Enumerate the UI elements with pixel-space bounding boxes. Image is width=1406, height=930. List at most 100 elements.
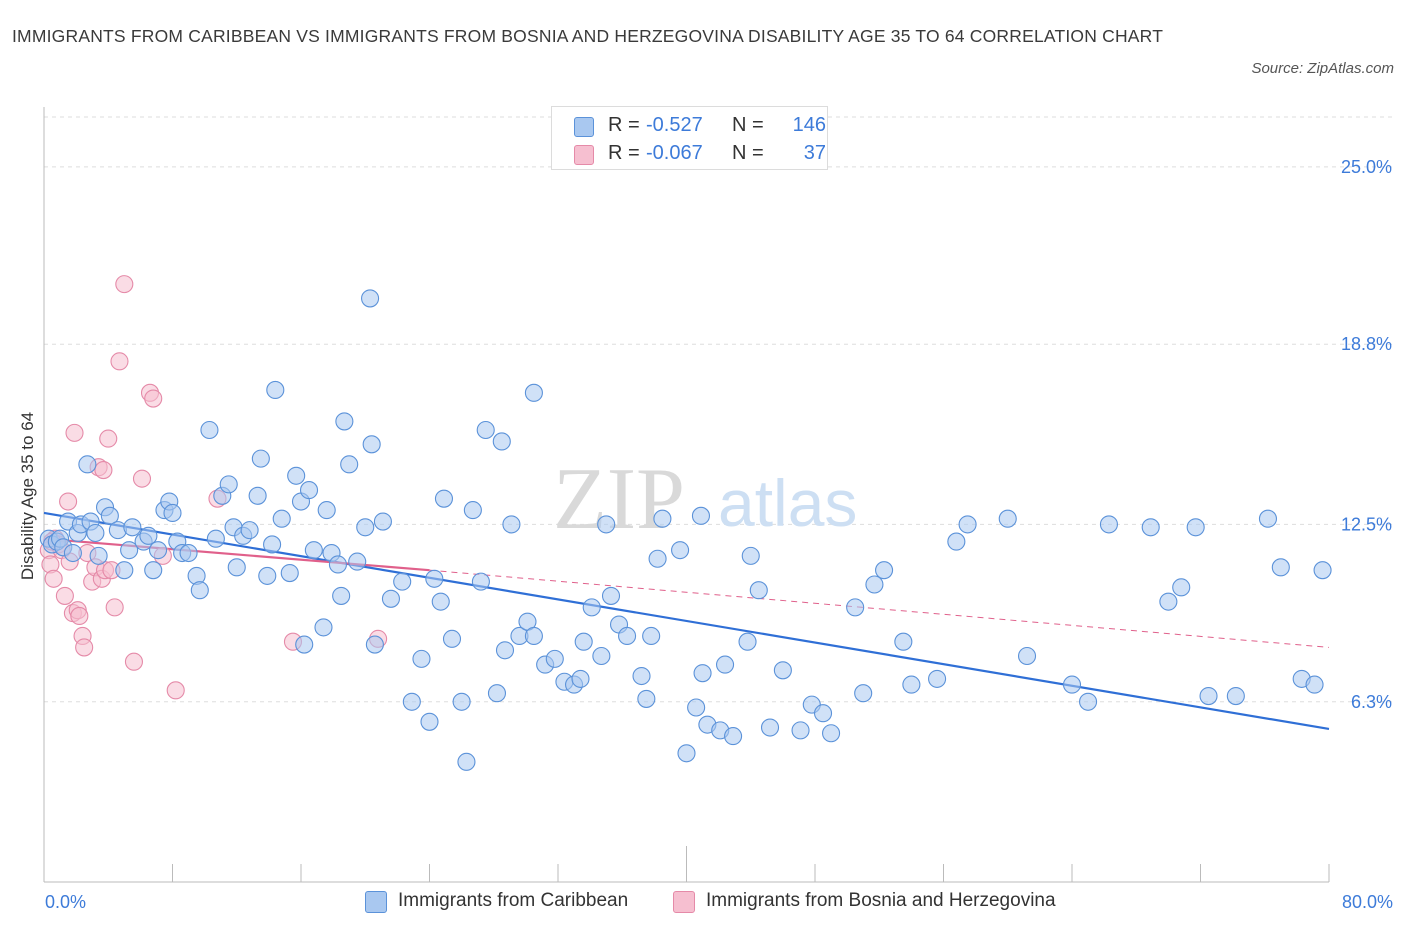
legend-r-value: -0.067 bbox=[646, 142, 703, 164]
data-point-caribbean bbox=[502, 515, 521, 534]
data-point-caribbean bbox=[574, 632, 593, 651]
data-point-caribbean bbox=[190, 581, 209, 600]
data-point-bosnia bbox=[110, 352, 129, 371]
data-point-caribbean bbox=[648, 549, 667, 568]
series-bosnia-points bbox=[39, 275, 388, 700]
data-point-bosnia bbox=[144, 389, 163, 408]
data-point-caribbean bbox=[487, 684, 507, 703]
data-point-caribbean bbox=[582, 598, 601, 617]
data-point-caribbean bbox=[597, 515, 616, 534]
data-point-caribbean bbox=[928, 669, 947, 688]
data-point-bosnia bbox=[70, 606, 89, 626]
data-point-caribbean bbox=[299, 481, 319, 500]
data-point-caribbean bbox=[1226, 687, 1245, 706]
data-point-caribbean bbox=[115, 561, 134, 580]
y-axis-label: Disability Age 35 to 64 bbox=[18, 411, 37, 581]
data-point-bosnia bbox=[94, 461, 113, 480]
data-point-caribbean bbox=[148, 541, 168, 560]
data-point-caribbean bbox=[381, 589, 401, 608]
y-tick-label: 12.5% bbox=[1341, 514, 1392, 534]
data-point-caribbean bbox=[317, 501, 336, 520]
y-tick-label: 25.0% bbox=[1341, 157, 1392, 177]
data-point-caribbean bbox=[571, 669, 590, 688]
series-caribbean-points bbox=[39, 289, 1332, 771]
data-point-caribbean bbox=[361, 289, 380, 308]
data-point-caribbean bbox=[457, 752, 476, 771]
data-point-caribbean bbox=[760, 718, 780, 737]
data-point-caribbean bbox=[263, 535, 282, 554]
data-point-caribbean bbox=[632, 666, 651, 686]
data-point-caribbean bbox=[78, 455, 97, 474]
data-point-caribbean bbox=[362, 435, 381, 454]
data-point-caribbean bbox=[524, 383, 543, 402]
data-point-caribbean bbox=[854, 684, 873, 703]
bottom-legend-label: Immigrants from Caribbean bbox=[398, 890, 629, 911]
data-point-caribbean bbox=[373, 512, 392, 531]
data-point-caribbean bbox=[123, 518, 142, 537]
data-point-caribbean bbox=[258, 566, 277, 585]
data-point-caribbean bbox=[601, 586, 621, 605]
data-point-caribbean bbox=[902, 675, 921, 694]
data-point-bosnia bbox=[132, 469, 152, 488]
data-point-caribbean bbox=[332, 586, 351, 605]
data-point-caribbean bbox=[86, 523, 105, 543]
data-point-caribbean bbox=[1159, 592, 1178, 611]
data-point-caribbean bbox=[463, 501, 482, 520]
data-point-caribbean bbox=[442, 629, 462, 648]
data-point-caribbean bbox=[1141, 518, 1160, 537]
legend-swatch-bosnia bbox=[574, 145, 594, 165]
x-tick-label: 80.0% bbox=[1342, 892, 1393, 912]
data-point-caribbean bbox=[846, 598, 865, 617]
data-point-caribbean bbox=[100, 506, 119, 525]
data-point-caribbean bbox=[179, 543, 198, 563]
legend-swatch-caribbean bbox=[574, 117, 594, 137]
data-point-caribbean bbox=[495, 641, 515, 660]
data-point-caribbean bbox=[431, 592, 450, 611]
data-point-caribbean bbox=[642, 626, 661, 646]
data-point-caribbean bbox=[1172, 578, 1191, 597]
data-point-caribbean bbox=[412, 649, 431, 668]
legend-r-label: R = bbox=[608, 142, 640, 164]
watermark-atlas: atlas bbox=[718, 466, 857, 540]
data-point-caribbean bbox=[894, 632, 913, 651]
legend-n-value: 146 bbox=[792, 114, 826, 136]
data-point-bosnia bbox=[59, 492, 78, 511]
data-point-caribbean bbox=[248, 486, 267, 505]
data-point-caribbean bbox=[304, 541, 323, 560]
data-point-caribbean bbox=[163, 503, 182, 523]
bottom-legend-label: Immigrants from Bosnia and Herzegovina bbox=[706, 890, 1056, 911]
data-point-caribbean bbox=[677, 744, 696, 763]
data-point-caribbean bbox=[206, 529, 225, 548]
data-point-caribbean bbox=[251, 449, 270, 468]
data-point-caribbean bbox=[724, 727, 743, 746]
data-point-caribbean bbox=[738, 632, 757, 651]
data-point-caribbean bbox=[348, 552, 367, 571]
data-point-caribbean bbox=[1062, 675, 1082, 694]
data-point-caribbean bbox=[749, 581, 768, 600]
data-point-caribbean bbox=[618, 626, 637, 646]
correlation-legend: R = -0.527 N = 146 R = -0.067 N = 37 bbox=[551, 106, 828, 170]
data-point-caribbean bbox=[63, 543, 82, 563]
axes bbox=[43, 107, 1330, 883]
data-point-caribbean bbox=[227, 558, 246, 577]
data-point-caribbean bbox=[287, 466, 306, 485]
chart-title: IMMIGRANTS FROM CARIBBEAN VS IMMIGRANTS … bbox=[12, 26, 1164, 46]
legend-r-label: R = bbox=[608, 114, 640, 136]
data-point-caribbean bbox=[741, 546, 760, 565]
data-point-caribbean bbox=[1099, 515, 1118, 534]
data-point-caribbean bbox=[687, 698, 706, 717]
data-point-caribbean bbox=[691, 506, 711, 525]
data-point-caribbean bbox=[314, 618, 333, 637]
watermark-zip: ZIP bbox=[553, 451, 685, 548]
data-point-caribbean bbox=[335, 412, 354, 431]
data-point-caribbean bbox=[219, 475, 238, 494]
data-point-caribbean bbox=[266, 380, 285, 400]
data-point-caribbean bbox=[89, 546, 108, 565]
bottom-legend-swatch-bosnia bbox=[673, 891, 695, 913]
data-point-caribbean bbox=[822, 724, 841, 743]
y-tick-label: 18.8% bbox=[1341, 334, 1392, 354]
data-point-caribbean bbox=[1199, 687, 1218, 706]
trend-line-bosnia-extension bbox=[429, 569, 1330, 648]
data-point-caribbean bbox=[280, 563, 299, 583]
